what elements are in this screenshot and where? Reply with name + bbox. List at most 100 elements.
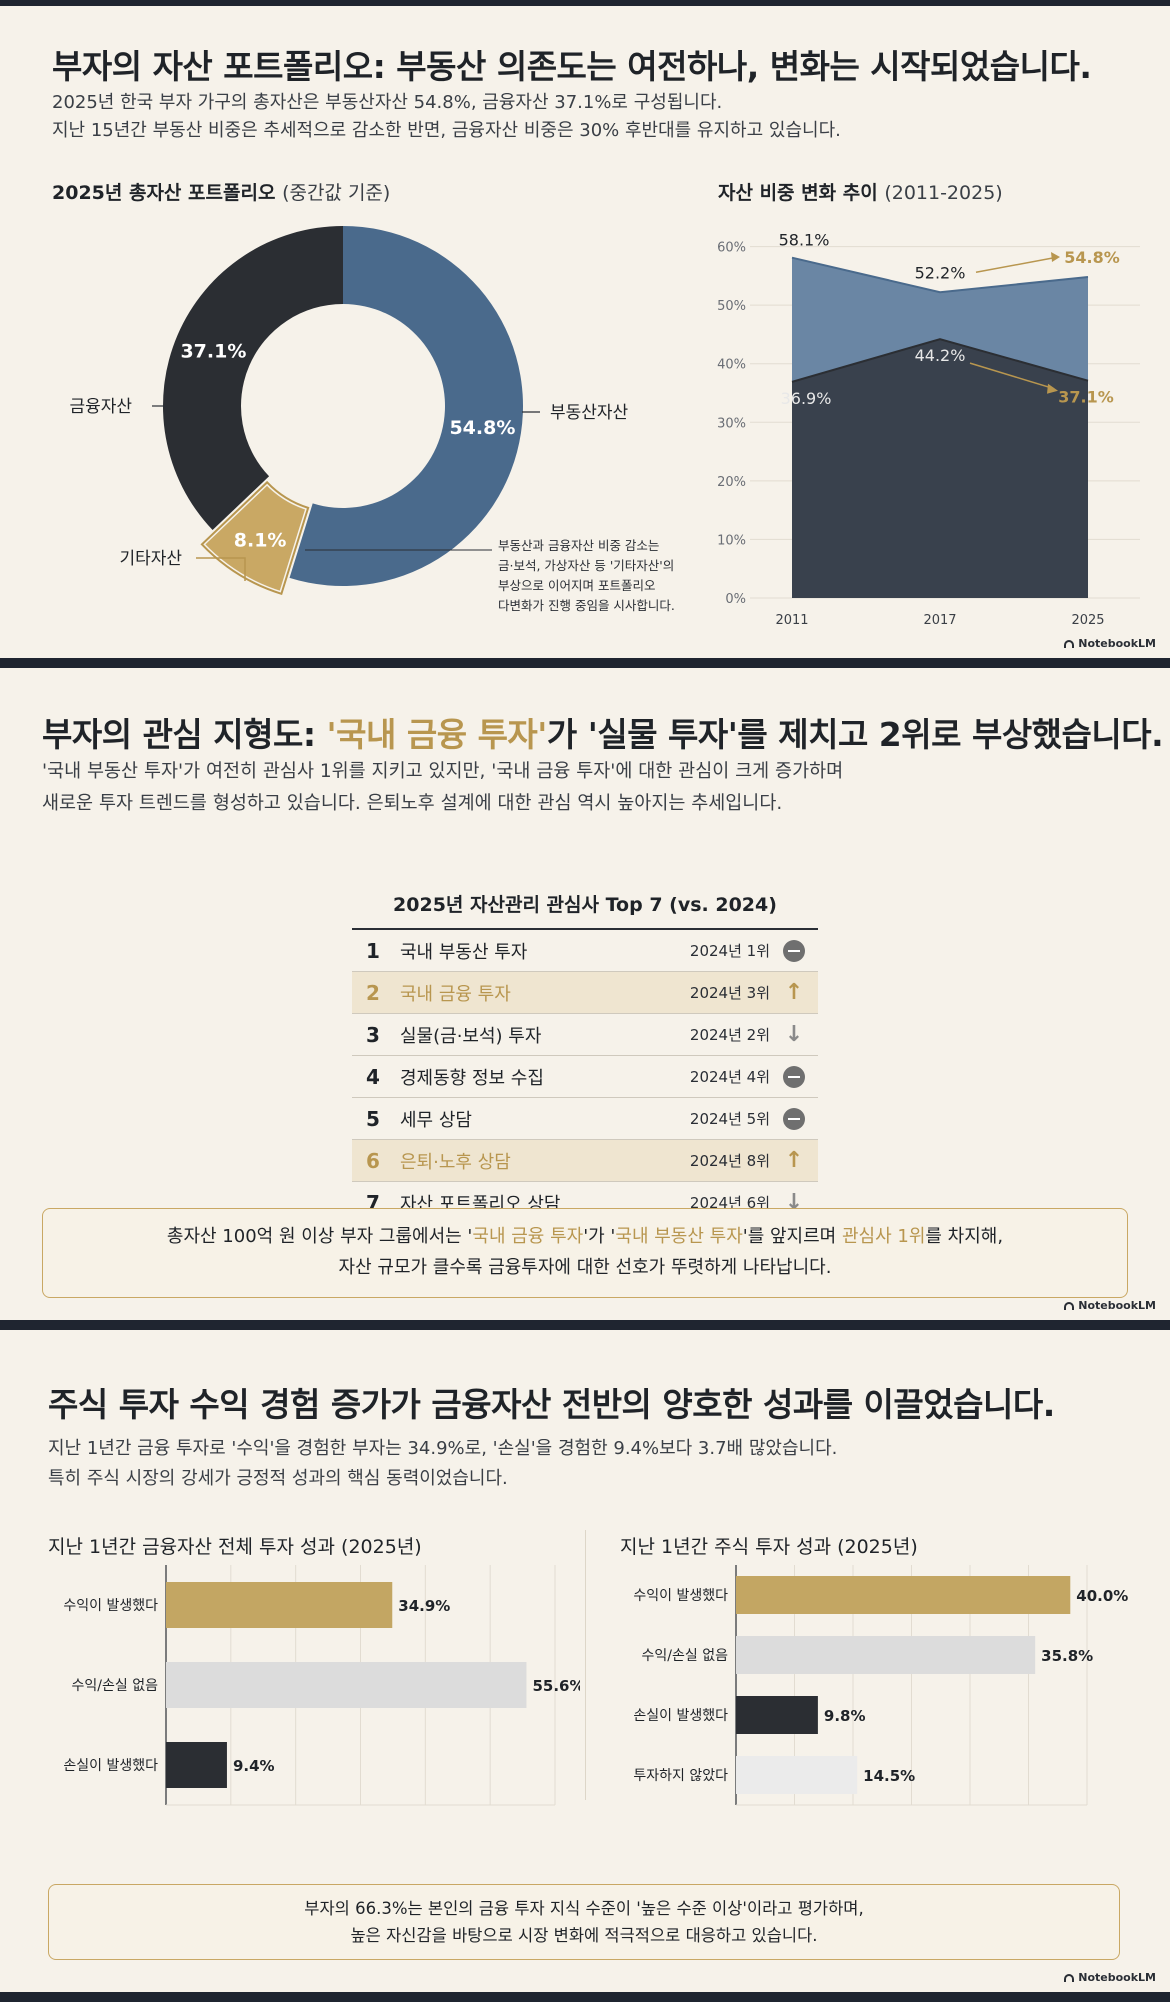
panel-interest-ranking: 부자의 관심 지형도: '국내 금융 투자'가 '실물 투자'를 제치고 2위로… [0,668,1170,1320]
pie-annotation-line: 부동산과 금융자산 비중 감소는 [498,538,660,553]
line-series-financial [791,338,1089,383]
callout-highlight: 관심사 1위 [841,1226,926,1247]
bar-value-label: 9.8% [824,1707,866,1725]
notebooklm-logo: NotebookLM [1064,1971,1156,1984]
x-tick-label: 2017 [923,613,956,628]
rank-previous: 2024년 4위 [689,1068,770,1086]
bar-value-label: 40.0% [1076,1587,1128,1605]
ranking-table-title: 2025년 자산관리 관심사 Top 7 (vs. 2024) [352,890,818,930]
arrow-down-icon: ↓ [784,1189,804,1215]
notebook-icon [1064,1301,1075,1310]
bar-category-label: 손실이 발생했다 [633,1708,728,1724]
no-change-icon [783,1107,805,1130]
ranking-row: 2 국내 금융 투자 2024년 3위 ↑ [352,972,818,1014]
no-change-icon [783,1065,805,1088]
bar-category-label: 수익이 발생했다 [63,1598,158,1614]
pie-title-main: 2025년 총자산 포트폴리오 [52,182,276,204]
rank-previous: 2024년 1위 [689,942,770,960]
panel2-title-part1: 부자의 관심 지형도: [42,715,327,754]
rank-label: 은퇴·노후 상담 [400,1151,511,1173]
rank-number: 4 [366,1064,380,1089]
rank-number: 1 [366,938,380,963]
rank-number: 6 [366,1148,380,1173]
bar-value-label: 9.4% [233,1757,275,1775]
notebook-icon [1064,1973,1075,1982]
pie-annotation-line: 부상으로 이어지며 포트폴리오 [498,578,656,593]
panel2-title-highlight: '국내 금융 투자' [326,715,548,754]
panel2-title: 부자의 관심 지형도: '국내 금융 투자'가 '실물 투자'를 제치고 2위로… [42,708,1164,756]
bar-value-label: 14.5% [863,1767,915,1785]
bar-chart-1: 수익이 발생했다 34.9% 수익/손실 없음 55.6% 손실이 발생했다 9.4% [63,1565,580,1806]
rank-previous: 2024년 5위 [689,1110,770,1128]
brand-label: NotebookLM [1078,1971,1156,1984]
data-label: 44.2% [915,346,966,365]
bar-category-label: 수익/손실 없음 [642,1648,729,1664]
callout-line-2: 자산 규모가 클수록 금융투자에 대한 선호가 뚜렷하게 나타납니다. [338,1257,832,1278]
notebook-icon [1064,639,1075,648]
callout-line-2: 높은 자신감을 바탕으로 시장 변화에 적극적으로 대응하고 있습니다. [350,1926,818,1945]
arrow-up-icon: ↑ [784,1147,804,1173]
pie-title-note: (중간값 기준) [282,182,391,204]
bar [736,1576,1071,1614]
arrow-down-icon: ↓ [784,1021,804,1047]
panel2-title-part2: 가 '실물 투자'를 제치고 2위로 부상했습니다. [546,715,1164,754]
rank-label: 실물(금·보석) 투자 [400,1025,542,1047]
rank-trend: ↑ [770,1147,818,1173]
data-label: 36.9% [781,389,832,408]
rank-previous: 2024년 3위 [689,984,770,1002]
x-tick-label: 2025 [1071,613,1104,628]
rank-trend: ↑ [770,979,818,1005]
ranking-table: 2025년 자산관리 관심사 Top 7 (vs. 2024) 1 국내 부동산 … [352,890,818,1224]
bar-value-label: 35.8% [1041,1647,1093,1665]
donut-slice-1 [163,226,343,531]
donut-category-label: 부동산자산 [550,403,629,423]
rank-trend [770,1065,818,1088]
rank-number: 3 [366,1022,380,1047]
ranking-row: 4 경제동향 정보 수집 2024년 4위 [352,1056,818,1098]
bar-value-label: 55.6% [532,1677,580,1695]
arrow-line [969,362,1055,390]
arrow-head-icon [1047,383,1058,394]
arrow-up-icon: ↑ [784,979,804,1005]
arrow-line [975,256,1059,273]
chart-divider [585,1530,586,1800]
pie-chart-title: 2025년 총자산 포트폴리오 (중간값 기준) [52,178,390,205]
data-label: 37.1% [1058,388,1114,407]
rank-trend: ↓ [770,1021,818,1047]
notebooklm-logo: NotebookLM [1064,1299,1156,1312]
x-tick-label: 2011 [775,613,808,628]
callout-text: 를 차지해, [925,1226,1004,1247]
panel-investment-performance: 주식 투자 수익 경험 증가가 금융자산 전반의 양호한 성과를 이끌었습니다.… [0,1330,1170,1992]
rank-number: 5 [366,1106,380,1131]
donut-slice-0 [289,226,524,586]
ranking-row: 5 세무 상담 2024년 5위 [352,1098,818,1140]
callout-highlight: 국내 부동산 투자 [615,1226,743,1247]
rank-trend: ↓ [770,1189,818,1215]
callout-line-1: 부자의 66.3%는 본인의 금융 투자 지식 수준이 '높은 수준 이상'이라… [304,1899,864,1918]
panel2-callout: 총자산 100억 원 이상 부자 그룹에서는 '국내 금융 투자'가 '국내 부… [42,1208,1128,1298]
rank-previous: 2024년 2위 [689,1026,770,1044]
area-title-main: 자산 비중 변화 추이 [718,182,878,204]
ranking-row: 3 실물(금·보석) 투자 2024년 2위 ↓ [352,1014,818,1056]
rank-label: 경제동향 정보 수집 [400,1067,544,1089]
area-series-realestate [792,257,1088,382]
bar [166,1582,393,1628]
panel3-callout: 부자의 66.3%는 본인의 금융 투자 지식 수준이 '높은 수준 이상'이라… [48,1884,1120,1960]
pie-annotation-line: 다변화가 진행 중임을 시사합니다. [498,598,675,613]
y-tick-label: 50% [717,299,746,314]
area-chart: 0%10%20%30%40%50%60%70%20112017202558.1%… [717,231,1140,628]
bar [736,1636,1036,1674]
brand-label: NotebookLM [1078,637,1156,650]
donut-value-label: 8.1% [234,529,287,551]
bar-value-label: 34.9% [398,1597,450,1615]
bar [166,1662,527,1708]
donut-value-label: 37.1% [180,340,246,362]
data-label: 54.8% [1064,248,1120,267]
ranking-rows: 1 국내 부동산 투자 2024년 1위 2 국내 금융 투자 2024년 3위 ↑ 3 실물(… [352,930,818,1224]
panel3-subtitle-1: 지난 1년간 금융 투자로 '수익'을 경험한 부자는 34.9%로, '손실'… [48,1438,838,1459]
bar-chart-2-title: 지난 1년간 주식 투자 성과 (2025년) [620,1536,918,1558]
callout-text: '가 ' [583,1226,616,1247]
ranking-row: 6 은퇴·노후 상담 2024년 8위 ↑ [352,1140,818,1182]
y-tick-label: 20% [717,475,746,490]
